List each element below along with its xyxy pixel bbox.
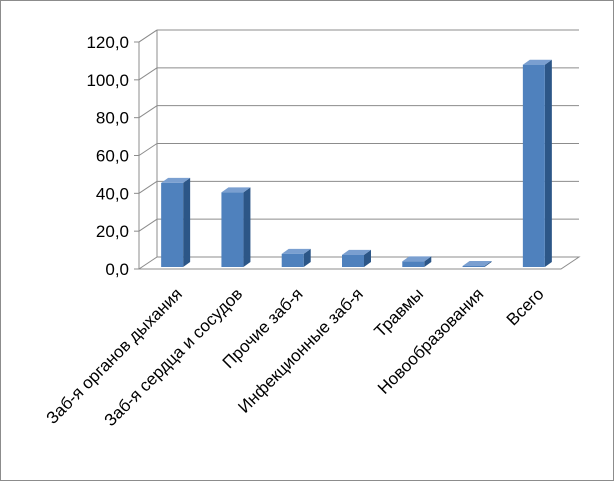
x-category-label: Инфекционные заб-я (234, 284, 366, 416)
bar-side (243, 187, 251, 267)
bars (161, 59, 552, 268)
bar-top (342, 249, 371, 255)
bar-front (161, 182, 184, 267)
gridlines (138, 29, 579, 232)
bar-top (281, 248, 311, 254)
bar-side (424, 256, 432, 267)
bar-top (402, 256, 432, 262)
bar-side (364, 249, 371, 267)
y-tick-label: 0,0 (105, 260, 129, 279)
bar-top (462, 261, 492, 266)
bar-front (402, 261, 425, 267)
bar (462, 261, 492, 267)
gridline-diag (138, 105, 158, 119)
gridline-diag (138, 67, 158, 81)
bar (402, 256, 432, 267)
y-tick-label: 60,0 (96, 147, 129, 166)
bar-front (281, 253, 304, 267)
y-tick-label: 120,0 (86, 33, 129, 52)
bar-front (462, 266, 485, 267)
gridline-diag (138, 29, 158, 43)
bar-side (484, 261, 492, 267)
x-category-label: Травмы (370, 284, 427, 341)
bar-side (183, 177, 191, 267)
y-tick-label: 100,0 (86, 71, 129, 90)
bar-front (221, 192, 244, 267)
bar-side (303, 248, 311, 267)
bar (221, 187, 251, 267)
y-tick-label: 80,0 (96, 109, 129, 128)
bar-top (522, 59, 552, 65)
bar (281, 248, 311, 267)
bar-top (161, 177, 191, 183)
gridline-diag (138, 218, 158, 232)
gridline-diag (138, 180, 158, 194)
chart-floor (137, 256, 581, 270)
bar-front (522, 64, 545, 267)
bar-front (342, 254, 364, 267)
y-tick-label: 40,0 (96, 184, 129, 203)
bar (522, 59, 552, 268)
x-category-label: Новообразования (374, 284, 487, 397)
y-axis-ticks: 0,0 20,0 40,0 60,0 80,0 100,0 120,0 (86, 33, 139, 279)
chart-walls (137, 29, 581, 270)
bar (342, 249, 371, 267)
y-tick-label: 20,0 (96, 222, 129, 241)
bar-side (544, 59, 552, 268)
x-category-label: Всего (503, 284, 548, 329)
bar (161, 177, 191, 267)
bar-top (221, 187, 251, 193)
gridline-diag (138, 143, 158, 156)
